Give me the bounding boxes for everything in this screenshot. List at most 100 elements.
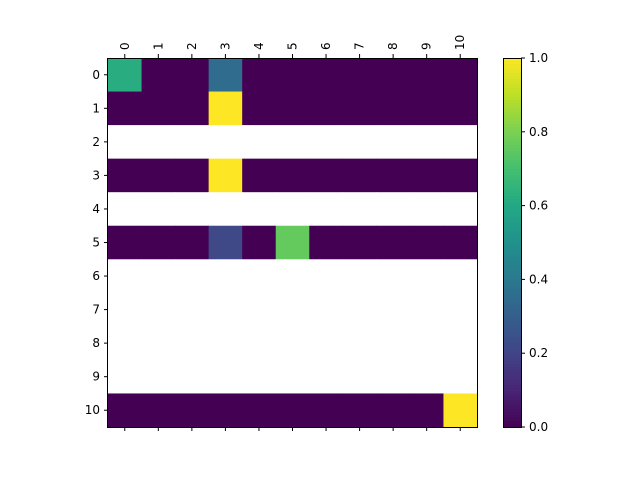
colorbar-segment bbox=[504, 124, 521, 128]
colorbar-segment bbox=[504, 238, 521, 242]
heatmap-cell bbox=[309, 326, 344, 361]
colorbar-segment bbox=[504, 337, 521, 341]
colorbar-segment bbox=[504, 151, 521, 155]
heatmap-cell bbox=[175, 225, 210, 260]
heatmap-cell bbox=[342, 158, 377, 193]
colorbar-segment bbox=[504, 235, 521, 239]
colorbar-segment bbox=[504, 313, 521, 317]
heatmap-cell bbox=[409, 58, 444, 92]
y-tick-label: 7 bbox=[92, 303, 100, 317]
colorbar-segment bbox=[504, 304, 521, 308]
colorbar-segment bbox=[504, 244, 521, 248]
heatmap-cell bbox=[376, 125, 411, 160]
heatmap-cell bbox=[275, 225, 310, 260]
colorbar-segment bbox=[504, 262, 521, 266]
colorbar-segment bbox=[504, 259, 521, 263]
heatmap-cell bbox=[275, 259, 310, 294]
heatmap-cell bbox=[208, 125, 243, 160]
y-tick-label: 1 bbox=[92, 101, 100, 115]
x-tick-label: 2 bbox=[185, 42, 199, 50]
heatmap-cell bbox=[208, 58, 243, 92]
heatmap-cell bbox=[376, 259, 411, 294]
colorbar-segment bbox=[504, 271, 521, 275]
heatmap-cell bbox=[175, 393, 210, 428]
colorbar-segment bbox=[504, 214, 521, 218]
heatmap-cell bbox=[108, 326, 142, 361]
heatmap-cell bbox=[342, 359, 377, 394]
colorbar-segment bbox=[504, 316, 521, 320]
colorbar-segment bbox=[504, 58, 521, 62]
heatmap-cell bbox=[275, 91, 310, 126]
heatmap-cell bbox=[342, 58, 377, 92]
y-tick-label: 3 bbox=[92, 168, 100, 182]
heatmap-cell bbox=[175, 292, 210, 327]
heatmap-cell bbox=[443, 91, 478, 126]
heatmap-cell bbox=[275, 125, 310, 160]
colorbar-segment bbox=[504, 343, 521, 347]
heatmap-cell bbox=[309, 359, 344, 394]
colorbar-segment bbox=[504, 232, 521, 236]
heatmap-cell bbox=[108, 91, 142, 126]
colorbar-segment bbox=[504, 157, 521, 161]
colorbar-segment bbox=[504, 127, 521, 131]
x-tick-label: 8 bbox=[386, 42, 400, 50]
y-tick-label: 5 bbox=[92, 236, 100, 250]
colorbar-segment bbox=[504, 394, 521, 398]
heatmap-cell bbox=[208, 91, 243, 126]
colorbar-segment bbox=[504, 277, 521, 281]
heatmap-cell bbox=[175, 91, 210, 126]
heatmap-cell bbox=[443, 359, 478, 394]
colorbar-segment bbox=[504, 208, 521, 212]
colorbar-segment bbox=[504, 406, 521, 410]
colorbar-tick-label: 0.2 bbox=[529, 346, 548, 360]
heatmap-cell bbox=[342, 91, 377, 126]
heatmap-cell bbox=[342, 225, 377, 260]
heatmap-cell bbox=[409, 125, 444, 160]
heatmap-cell bbox=[409, 326, 444, 361]
colorbar-segment bbox=[504, 142, 521, 146]
heatmap-cell bbox=[242, 393, 277, 428]
heatmap-cell bbox=[409, 192, 444, 227]
colorbar-segment bbox=[504, 94, 521, 98]
heatmap-cell bbox=[242, 359, 277, 394]
colorbar-segment bbox=[504, 76, 521, 80]
colorbar-segment bbox=[504, 412, 521, 416]
x-tick-label: 3 bbox=[218, 42, 232, 50]
x-tick-label: 5 bbox=[286, 42, 300, 50]
colorbar-segment bbox=[504, 82, 521, 86]
heatmap-cell bbox=[376, 158, 411, 193]
colorbar-segment bbox=[504, 172, 521, 176]
colorbar-segment bbox=[504, 118, 521, 122]
heatmap-cell bbox=[443, 192, 478, 227]
colorbar-segment bbox=[504, 388, 521, 392]
colorbar-segment bbox=[504, 160, 521, 164]
y-axis-ticks: 0 1 2 3 4 5 6 7 8 9 10 bbox=[85, 68, 108, 417]
colorbar-segment bbox=[504, 376, 521, 380]
colorbar-segment bbox=[504, 145, 521, 149]
heatmap-cell bbox=[409, 158, 444, 193]
heatmap-cell bbox=[175, 58, 210, 92]
colorbar-segment bbox=[504, 130, 521, 134]
colorbar-segment bbox=[504, 391, 521, 395]
heatmap-cell bbox=[242, 91, 277, 126]
colorbar-segment bbox=[504, 256, 521, 260]
colorbar-segment bbox=[504, 109, 521, 113]
heatmap-cell bbox=[208, 192, 243, 227]
colorbar-segment bbox=[504, 283, 521, 287]
heatmap-cell bbox=[208, 158, 243, 193]
colorbar-segment bbox=[504, 211, 521, 215]
colorbar-gradient bbox=[504, 58, 521, 428]
heatmap-cell bbox=[309, 58, 344, 92]
heatmap-cell bbox=[443, 259, 478, 294]
y-tick-label: 0 bbox=[92, 68, 100, 82]
x-axis-ticks: 0 1 2 3 4 5 6 7 8 9 10 bbox=[118, 35, 467, 431]
heatmap-cell bbox=[275, 192, 310, 227]
heatmap-cell bbox=[141, 58, 176, 92]
colorbar-segment bbox=[504, 91, 521, 95]
colorbar-segment bbox=[504, 334, 521, 338]
x-tick-label: 7 bbox=[353, 42, 367, 50]
heatmap-cell bbox=[208, 225, 243, 260]
heatmap-cell bbox=[108, 125, 142, 160]
colorbar-segment bbox=[504, 328, 521, 332]
heatmap-cell bbox=[309, 292, 344, 327]
